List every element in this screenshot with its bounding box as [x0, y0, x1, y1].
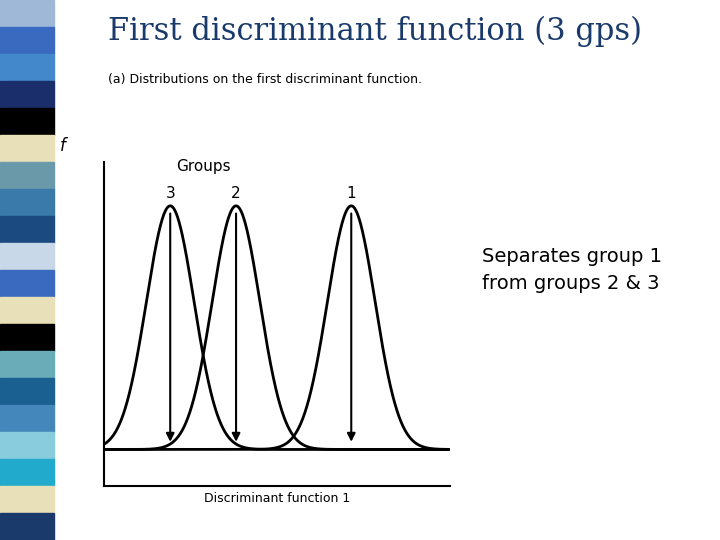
Text: f: f [60, 137, 66, 155]
X-axis label: Discriminant function 1: Discriminant function 1 [204, 491, 351, 504]
Text: Separates group 1
from groups 2 & 3: Separates group 1 from groups 2 & 3 [482, 247, 662, 293]
Text: Groups: Groups [176, 159, 230, 174]
Text: (a) Distributions on the first discriminant function.: (a) Distributions on the first discrimin… [108, 73, 422, 86]
Text: 2: 2 [231, 186, 241, 201]
Text: 3: 3 [166, 186, 175, 201]
Text: 1: 1 [346, 186, 356, 201]
Text: First discriminant function (3 gps): First discriminant function (3 gps) [108, 16, 642, 48]
